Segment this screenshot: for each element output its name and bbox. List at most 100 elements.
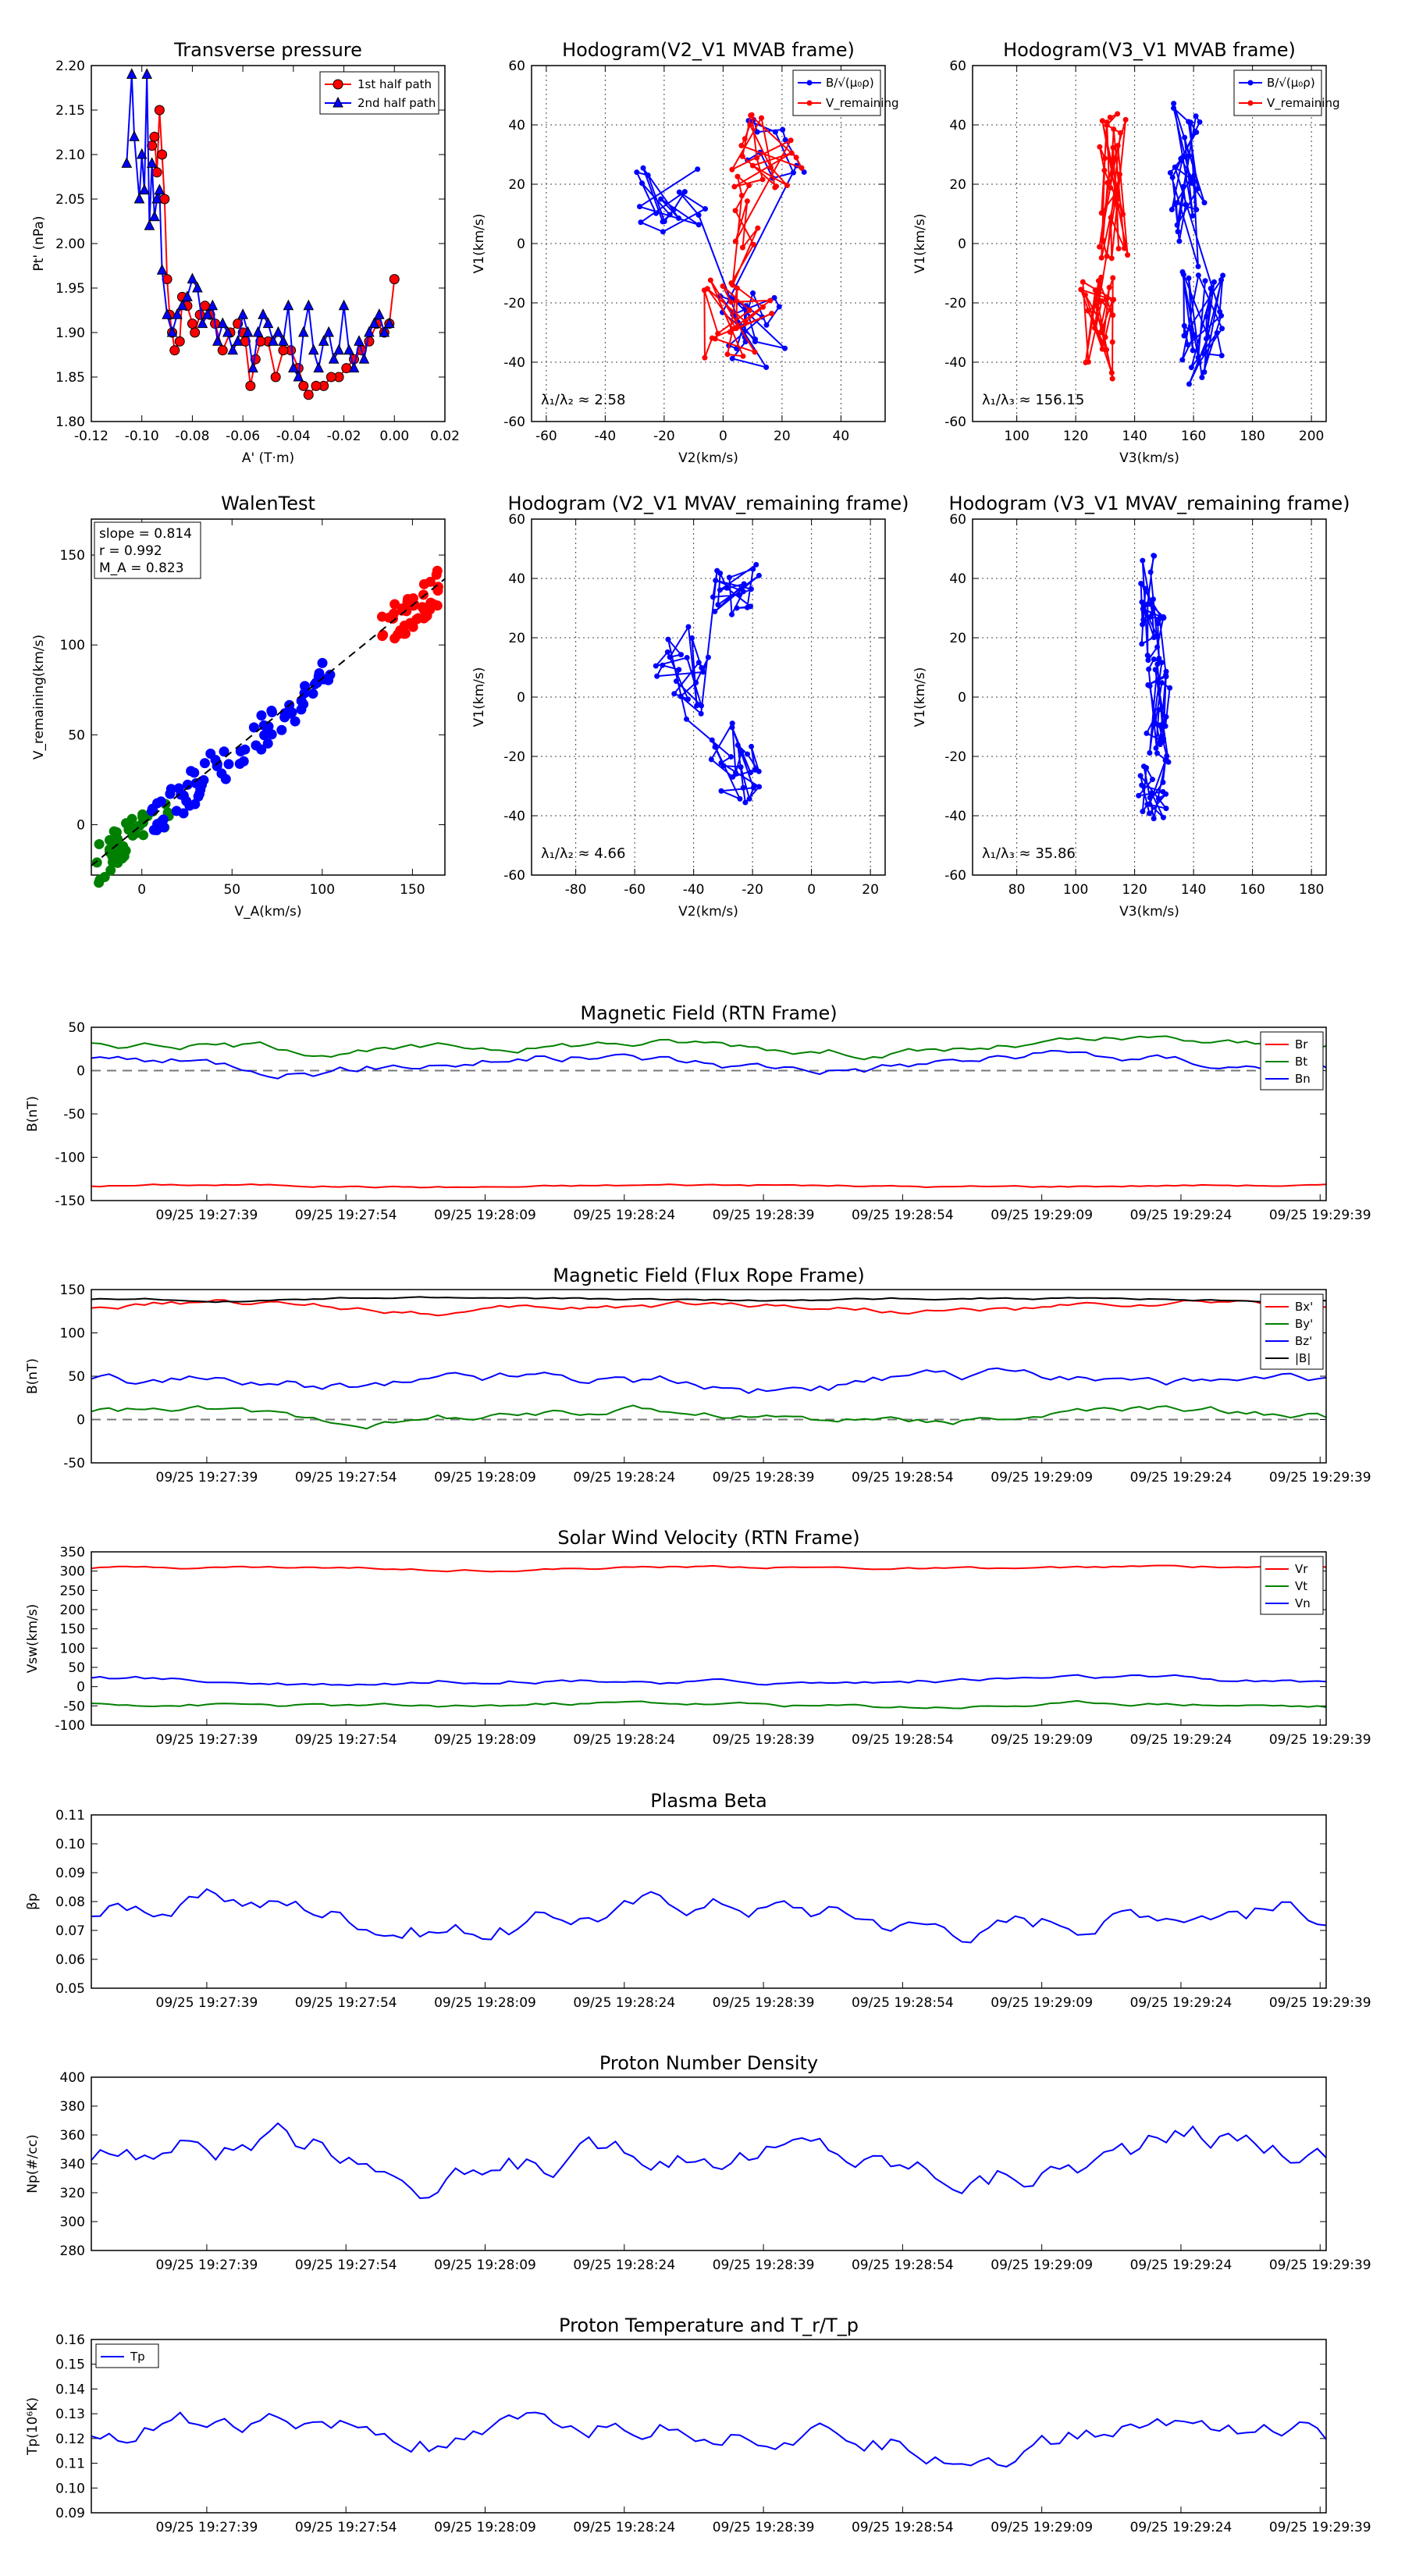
data-point: [262, 738, 273, 749]
data-point: [182, 290, 193, 301]
data-point: [1195, 272, 1201, 279]
data-point: [801, 169, 807, 175]
plot-frame: [531, 65, 886, 422]
x-tick-label: 09/25 19:29:09: [991, 2258, 1093, 2273]
data-point: [715, 330, 721, 336]
data-point: [1122, 116, 1129, 123]
y-axis-label: Pt' (nPa): [31, 216, 47, 272]
data-point: [746, 308, 752, 314]
data-point: [1144, 730, 1150, 736]
data-point: [1140, 557, 1146, 564]
x-tick-label: 09/25 19:27:39: [156, 2258, 258, 2273]
data-point: [1179, 269, 1186, 275]
data-point: [739, 244, 745, 251]
y-axis-label: βp: [25, 1893, 41, 1910]
data-point: [1193, 207, 1200, 213]
data-point: [1147, 750, 1153, 756]
data-point: [111, 827, 122, 838]
data-point: [354, 335, 365, 346]
data-point: [1190, 212, 1196, 219]
data-point: [772, 129, 778, 135]
hodogram-path: [1169, 103, 1224, 385]
x-tick-label: 09/25 19:27:39: [156, 1732, 258, 1748]
chart-h2: Hodogram(V3_V1 MVAB frame) 100 120 140 160 18…: [912, 39, 1340, 466]
data-point: [758, 115, 764, 121]
y-tick-label: 350: [60, 1545, 85, 1560]
eigen-ratio: λ₁/λ₃ ≈ 35.86: [982, 845, 1076, 862]
y-tick-label: -60: [944, 868, 966, 884]
data-point: [298, 380, 309, 391]
data-point: [1125, 252, 1131, 258]
hodogram-path: [703, 113, 804, 358]
y-tick-label: 0.05: [55, 1981, 85, 1997]
data-point: [314, 667, 325, 678]
data-point: [1151, 634, 1157, 640]
data-point: [1147, 795, 1153, 801]
data-point: [1078, 286, 1084, 293]
data-point: [747, 122, 753, 128]
x-tick-label: 09/25 19:27:39: [156, 1995, 258, 2011]
data-point: [634, 169, 640, 176]
x-tick-label: 09/25 19:28:24: [573, 2520, 675, 2535]
hodogram-path: [1080, 112, 1129, 379]
data-point: [736, 592, 742, 598]
data-point: [729, 720, 735, 727]
y-tick-label: 40: [508, 118, 525, 133]
data-point: [1099, 346, 1105, 352]
data-point: [754, 129, 760, 135]
data-point: [714, 568, 720, 574]
data-point: [760, 304, 767, 310]
data-point: [750, 566, 756, 572]
data-point: [190, 799, 201, 809]
data-point: [1208, 286, 1214, 292]
x-tick-label: 09/25 19:29:24: [1130, 1470, 1232, 1485]
data-point: [162, 308, 173, 319]
data-point: [190, 327, 201, 338]
y-tick-label: 0.14: [55, 2382, 85, 2397]
data-point: [667, 654, 673, 660]
x-axis-label: A' (T·m): [242, 450, 294, 466]
data-point: [748, 770, 754, 776]
data-point: [311, 677, 322, 688]
y-tick-label: 280: [60, 2243, 85, 2259]
data-point: [174, 336, 185, 347]
y-tick-label: 200: [60, 1603, 85, 1618]
x-axis-label: V_A(km/s): [234, 904, 301, 920]
data-point: [685, 624, 692, 630]
data-point: [1191, 332, 1197, 338]
y-tick-label: 0.06: [55, 1952, 85, 1968]
y-tick-label: -40: [944, 809, 966, 824]
y-tick-label: -60: [503, 415, 525, 430]
data-point: [199, 758, 210, 769]
data-point: [387, 613, 398, 624]
legend-marker: [1247, 100, 1254, 106]
eigen-ratio: λ₁/λ₂ ≈ 4.66: [541, 845, 625, 862]
data-point: [767, 297, 774, 304]
y-tick-label: -20: [503, 749, 525, 765]
data-point: [1115, 142, 1121, 148]
data-point: [1197, 119, 1203, 125]
y-tick-label: 100: [60, 638, 85, 653]
data-point: [139, 183, 150, 195]
data-point: [1162, 723, 1168, 729]
data-point: [1185, 342, 1191, 348]
data-point: [232, 335, 244, 346]
data-point: [637, 204, 643, 210]
x-tick-label: 200: [1299, 429, 1324, 444]
x-tick-label: -40: [683, 882, 705, 898]
legend-label: Br: [1295, 1037, 1308, 1051]
data-point: [235, 745, 246, 756]
data-point: [702, 206, 709, 212]
data-point: [1193, 113, 1199, 119]
x-tick-label: 09/25 19:29:39: [1269, 1995, 1371, 2011]
chart-title: Hodogram (V2_V1 MVAV_remaining frame): [507, 493, 909, 514]
y-tick-label: 20: [508, 177, 525, 193]
data-point: [670, 207, 677, 213]
chart-ts_vsw: Solar Wind Velocity (RTN Frame) 09/25 19:…: [25, 1527, 1371, 1748]
data-point: [1151, 656, 1157, 662]
data-point: [1114, 197, 1120, 203]
y-tick-label: 40: [949, 118, 966, 133]
x-tick-label: 0: [719, 429, 727, 444]
data-point: [379, 326, 390, 337]
data-point: [1191, 178, 1197, 184]
